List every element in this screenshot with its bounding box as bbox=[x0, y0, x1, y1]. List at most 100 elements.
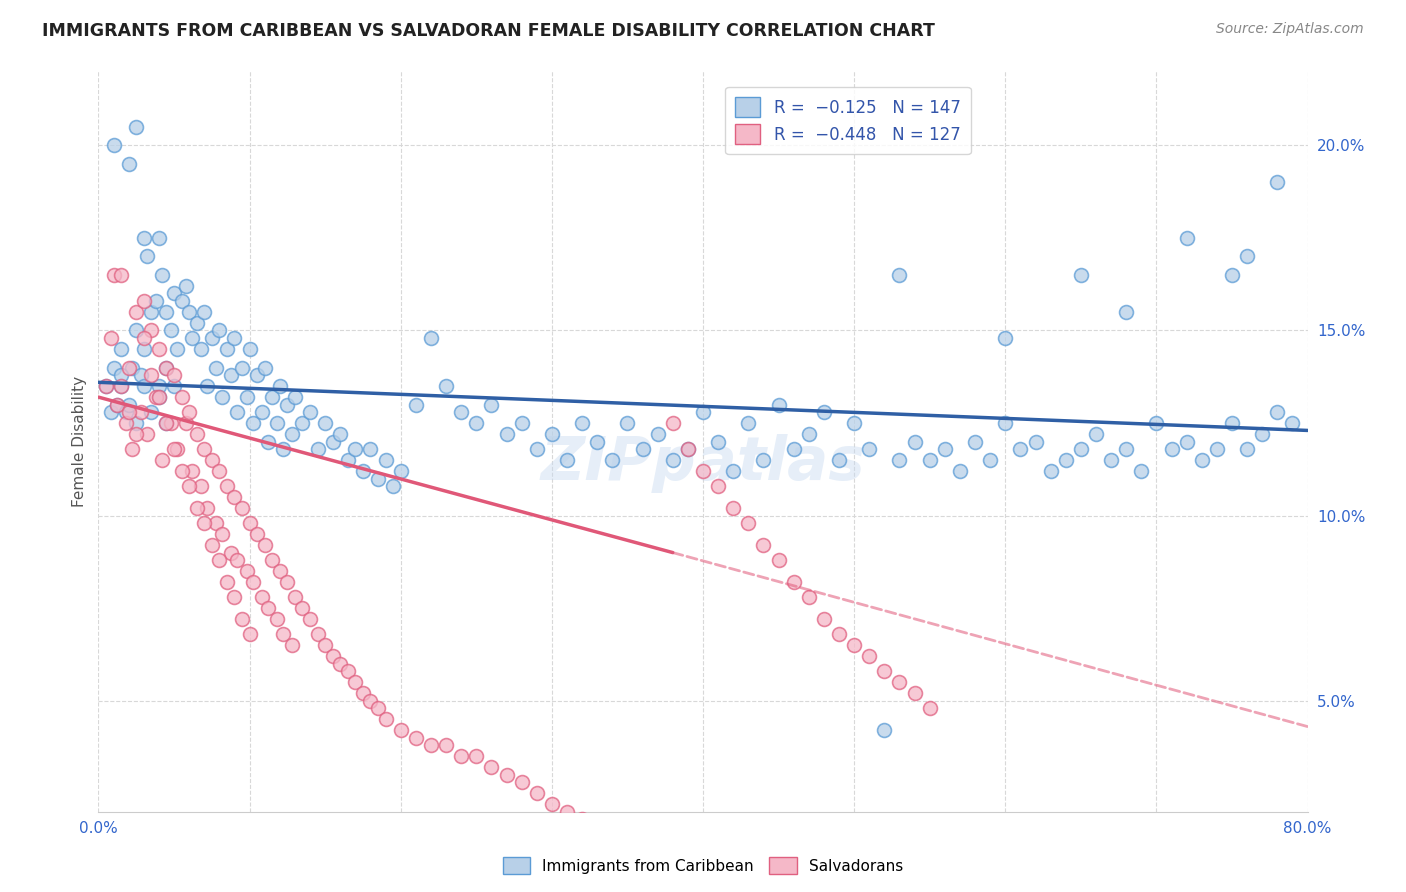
Point bbox=[266, 612, 288, 626]
Point bbox=[235, 390, 257, 404]
Point bbox=[889, 268, 911, 282]
Point bbox=[768, 398, 790, 412]
Point bbox=[148, 379, 170, 393]
Point bbox=[155, 416, 177, 430]
Point bbox=[889, 675, 911, 690]
Point bbox=[344, 442, 367, 456]
Point bbox=[253, 538, 276, 552]
Point bbox=[132, 293, 155, 308]
Point bbox=[367, 471, 389, 485]
Point bbox=[103, 138, 125, 153]
Legend: R =  −0.125   N = 147, R =  −0.448   N = 127: R = −0.125 N = 147, R = −0.448 N = 127 bbox=[725, 87, 970, 154]
Point bbox=[329, 427, 352, 442]
Point bbox=[114, 405, 136, 419]
Point bbox=[1144, 416, 1167, 430]
Point bbox=[647, 860, 669, 874]
Point bbox=[994, 331, 1017, 345]
Point bbox=[495, 767, 517, 781]
Point bbox=[94, 379, 117, 393]
Point bbox=[1220, 416, 1243, 430]
Point bbox=[844, 416, 866, 430]
Point bbox=[242, 416, 264, 430]
Point bbox=[269, 379, 291, 393]
Point bbox=[322, 649, 344, 664]
Point bbox=[239, 342, 262, 356]
Point bbox=[752, 453, 775, 467]
Point bbox=[314, 416, 336, 430]
Point bbox=[336, 664, 359, 678]
Point bbox=[114, 416, 136, 430]
Point bbox=[367, 701, 389, 715]
Point bbox=[148, 342, 170, 356]
Point bbox=[205, 516, 228, 530]
Point bbox=[100, 405, 122, 419]
Text: Source: ZipAtlas.com: Source: ZipAtlas.com bbox=[1216, 22, 1364, 37]
Point bbox=[723, 501, 745, 516]
Point bbox=[221, 546, 243, 560]
Point bbox=[246, 527, 269, 541]
Point bbox=[1115, 442, 1137, 456]
Point bbox=[1236, 442, 1258, 456]
Point bbox=[155, 416, 177, 430]
Point bbox=[858, 442, 880, 456]
Point bbox=[215, 479, 238, 493]
Point bbox=[1160, 442, 1182, 456]
Point bbox=[934, 442, 956, 456]
Point bbox=[174, 416, 197, 430]
Point bbox=[602, 834, 624, 848]
Point bbox=[242, 575, 264, 590]
Point bbox=[284, 390, 307, 404]
Point bbox=[1115, 305, 1137, 319]
Point bbox=[271, 442, 294, 456]
Point bbox=[160, 324, 183, 338]
Point bbox=[616, 416, 638, 430]
Point bbox=[105, 398, 128, 412]
Point bbox=[110, 342, 132, 356]
Point bbox=[201, 538, 224, 552]
Point bbox=[166, 442, 188, 456]
Point bbox=[420, 331, 443, 345]
Point bbox=[752, 538, 775, 552]
Point bbox=[797, 590, 820, 604]
Point bbox=[994, 416, 1017, 430]
Point bbox=[276, 398, 298, 412]
Point bbox=[103, 268, 125, 282]
Point bbox=[322, 434, 344, 449]
Point bbox=[118, 157, 141, 171]
Point bbox=[94, 379, 117, 393]
Legend: Immigrants from Caribbean, Salvadorans: Immigrants from Caribbean, Salvadorans bbox=[496, 851, 910, 880]
Point bbox=[873, 664, 896, 678]
Point bbox=[226, 405, 249, 419]
Point bbox=[160, 416, 183, 430]
Point bbox=[571, 812, 593, 826]
Point bbox=[314, 638, 336, 652]
Point bbox=[195, 501, 218, 516]
Point bbox=[224, 331, 246, 345]
Point bbox=[221, 368, 243, 382]
Point bbox=[235, 564, 257, 578]
Point bbox=[661, 416, 683, 430]
Point bbox=[1085, 427, 1108, 442]
Point bbox=[676, 442, 699, 456]
Point bbox=[118, 360, 141, 375]
Point bbox=[1054, 453, 1077, 467]
Point bbox=[965, 434, 987, 449]
Y-axis label: Female Disability: Female Disability bbox=[72, 376, 87, 508]
Point bbox=[190, 479, 212, 493]
Point bbox=[246, 368, 269, 382]
Point bbox=[420, 738, 443, 752]
Point bbox=[125, 120, 148, 134]
Point bbox=[208, 553, 231, 567]
Point bbox=[155, 360, 177, 375]
Point bbox=[481, 398, 503, 412]
Point bbox=[1267, 405, 1289, 419]
Point bbox=[813, 612, 835, 626]
Point bbox=[269, 564, 291, 578]
Point bbox=[631, 849, 654, 863]
Point bbox=[262, 390, 284, 404]
Point bbox=[374, 712, 396, 726]
Point bbox=[271, 627, 294, 641]
Point bbox=[170, 293, 193, 308]
Point bbox=[256, 601, 278, 615]
Point bbox=[1220, 268, 1243, 282]
